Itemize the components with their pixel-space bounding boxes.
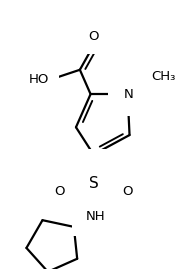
Text: O: O bbox=[88, 31, 99, 43]
Text: S: S bbox=[89, 176, 98, 191]
Text: CH₃: CH₃ bbox=[151, 70, 175, 83]
Text: O: O bbox=[123, 185, 133, 198]
Text: N: N bbox=[124, 88, 133, 101]
Text: NH: NH bbox=[86, 210, 105, 223]
Text: O: O bbox=[54, 185, 64, 198]
Text: HO: HO bbox=[28, 73, 49, 86]
